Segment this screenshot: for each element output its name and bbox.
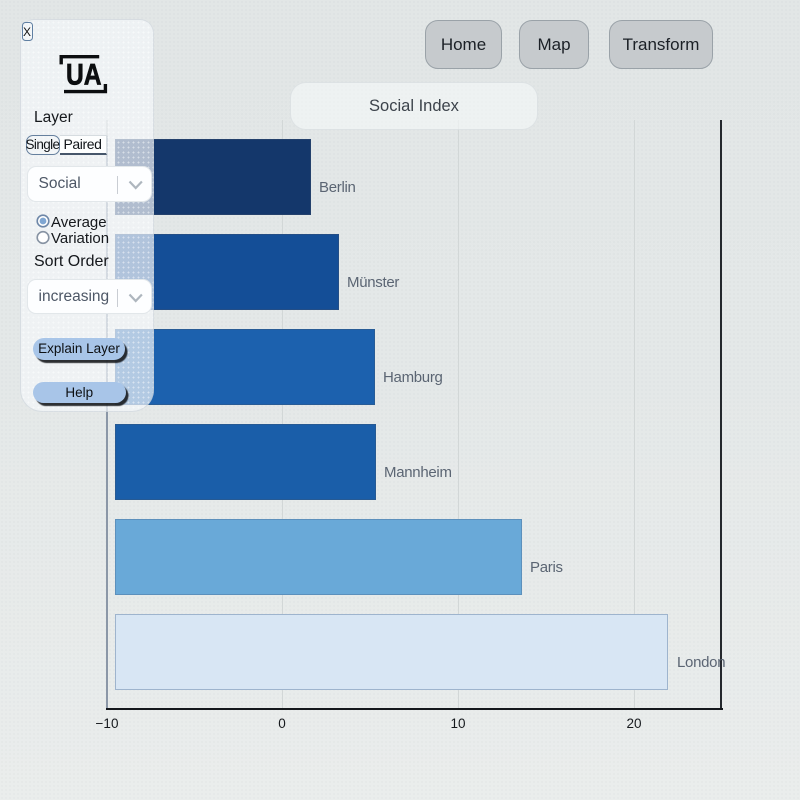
svg-text:UA: UA xyxy=(66,57,102,91)
